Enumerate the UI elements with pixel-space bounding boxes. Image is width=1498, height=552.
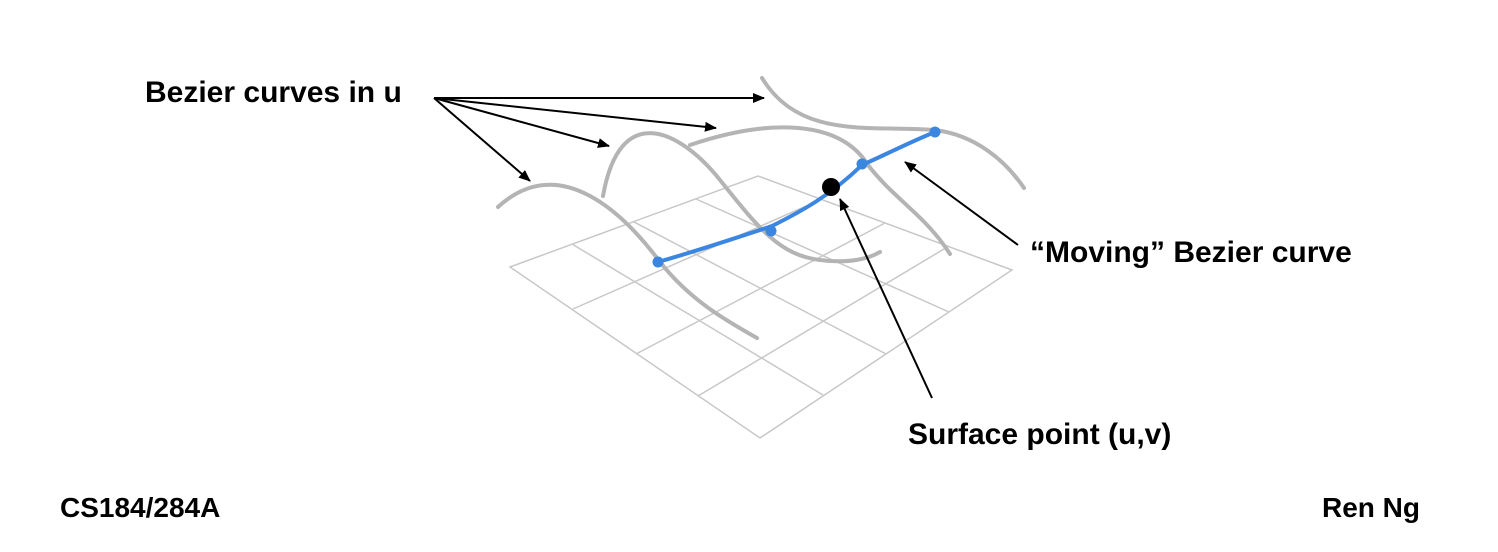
u-curve-4 [760,76,1026,190]
grid-line [571,243,824,396]
grid-line [635,222,886,355]
arrow-to-surface-point [839,198,933,399]
course-footer: CS184/284A [60,492,221,523]
arrow-to-u-curve-2 [433,97,610,148]
u-curve-1 [496,182,759,340]
grid-outline [508,175,1014,439]
surface-point-dot [822,178,840,196]
moving-bezier-curve-label: “Moving” Bezier curve [1030,236,1352,269]
arrow-to-u-curve-1 [433,97,531,182]
moving-curve-path [656,130,937,264]
u-curve-2 [601,131,882,264]
bezier-curves-in-u-label: Bezier curves in u [145,76,402,109]
grid-line [697,245,950,397]
arrow-to-moving-curve [904,161,1019,246]
moving-bezier-curve [652,126,941,268]
surface-point-label: Surface point (u,v) [908,418,1172,451]
author-footer: Ren Ng [1322,492,1420,523]
control-point [765,225,777,237]
control-point [856,158,868,170]
annotation-arrows [433,93,1019,399]
u-bezier-curves [496,76,1026,340]
control-point [929,126,941,138]
grid-line [572,198,823,310]
parameter-grid [508,175,1014,439]
control-point [652,256,664,268]
arrow-to-u-curve-3 [433,97,717,132]
